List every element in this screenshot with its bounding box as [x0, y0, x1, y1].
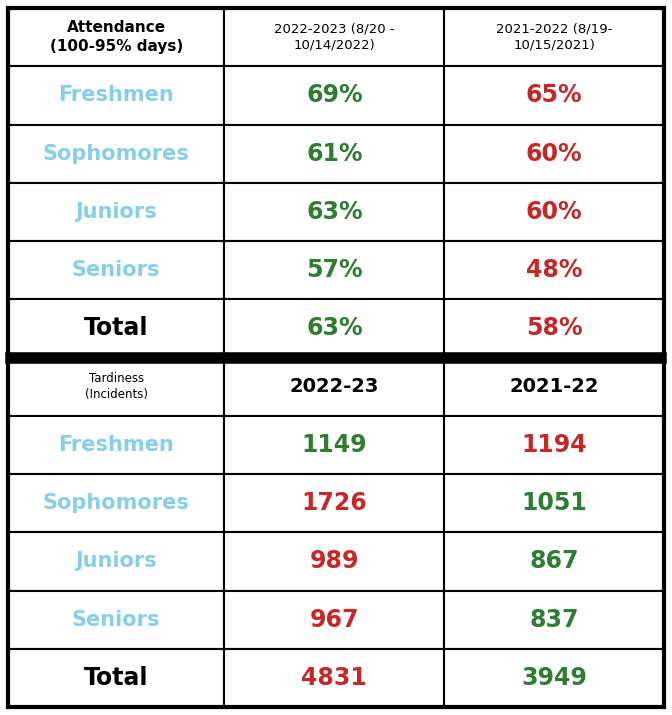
Bar: [8, 241, 224, 300]
Text: Total: Total: [84, 666, 149, 690]
Bar: [444, 649, 664, 707]
Text: 989: 989: [310, 549, 359, 573]
Text: 967: 967: [310, 608, 359, 631]
Text: Freshmen: Freshmen: [58, 435, 174, 455]
Text: 1051: 1051: [521, 491, 587, 515]
Text: 48%: 48%: [526, 258, 583, 282]
Bar: [8, 474, 224, 532]
Bar: [224, 66, 444, 124]
Text: 1726: 1726: [302, 491, 367, 515]
Text: Seniors: Seniors: [72, 260, 161, 280]
Text: Sophomores: Sophomores: [43, 493, 190, 513]
Bar: [224, 415, 444, 474]
Text: 58%: 58%: [526, 316, 583, 340]
Bar: [224, 649, 444, 707]
Text: Juniors: Juniors: [75, 202, 157, 222]
Bar: [444, 183, 664, 241]
Text: Sophomores: Sophomores: [43, 144, 190, 164]
Bar: [224, 124, 444, 183]
Bar: [444, 8, 664, 66]
Bar: [444, 358, 664, 415]
Text: 2022-2023 (8/20 -
10/14/2022): 2022-2023 (8/20 - 10/14/2022): [274, 23, 394, 51]
Bar: [224, 241, 444, 300]
Bar: [8, 124, 224, 183]
Text: 4831: 4831: [302, 666, 367, 690]
Bar: [8, 300, 224, 358]
Bar: [8, 415, 224, 474]
Text: 63%: 63%: [306, 200, 363, 224]
Bar: [444, 474, 664, 532]
Text: 3949: 3949: [521, 666, 587, 690]
Bar: [8, 591, 224, 649]
Text: 837: 837: [530, 608, 579, 631]
Text: Attendance
(100-95% days): Attendance (100-95% days): [50, 20, 183, 54]
Text: Freshmen: Freshmen: [58, 85, 174, 105]
Bar: [444, 591, 664, 649]
Text: 60%: 60%: [526, 142, 583, 166]
Text: 2022-23: 2022-23: [290, 377, 379, 396]
Text: 2021-22: 2021-22: [509, 377, 599, 396]
Text: 2021-2022 (8/19-
10/15/2021): 2021-2022 (8/19- 10/15/2021): [496, 23, 612, 51]
Text: Juniors: Juniors: [75, 551, 157, 571]
Bar: [8, 358, 224, 415]
Text: Tardiness
(Incidents): Tardiness (Incidents): [85, 372, 148, 401]
Bar: [444, 300, 664, 358]
Bar: [224, 300, 444, 358]
Bar: [224, 8, 444, 66]
Bar: [8, 8, 224, 66]
Text: 65%: 65%: [526, 84, 583, 107]
Bar: [224, 474, 444, 532]
Bar: [224, 183, 444, 241]
Bar: [8, 183, 224, 241]
Bar: [444, 241, 664, 300]
Text: 63%: 63%: [306, 316, 363, 340]
Text: 57%: 57%: [306, 258, 363, 282]
Text: Total: Total: [84, 316, 149, 340]
Bar: [224, 532, 444, 591]
Bar: [444, 66, 664, 124]
Bar: [444, 124, 664, 183]
Bar: [224, 591, 444, 649]
Text: 69%: 69%: [306, 84, 363, 107]
Bar: [8, 532, 224, 591]
Bar: [224, 358, 444, 415]
Text: 1149: 1149: [302, 433, 367, 457]
Bar: [8, 649, 224, 707]
Text: Seniors: Seniors: [72, 610, 161, 630]
Text: 61%: 61%: [306, 142, 363, 166]
Bar: [444, 415, 664, 474]
Text: 867: 867: [530, 549, 579, 573]
Bar: [8, 66, 224, 124]
Text: 1194: 1194: [521, 433, 587, 457]
Text: 60%: 60%: [526, 200, 583, 224]
Bar: [444, 532, 664, 591]
